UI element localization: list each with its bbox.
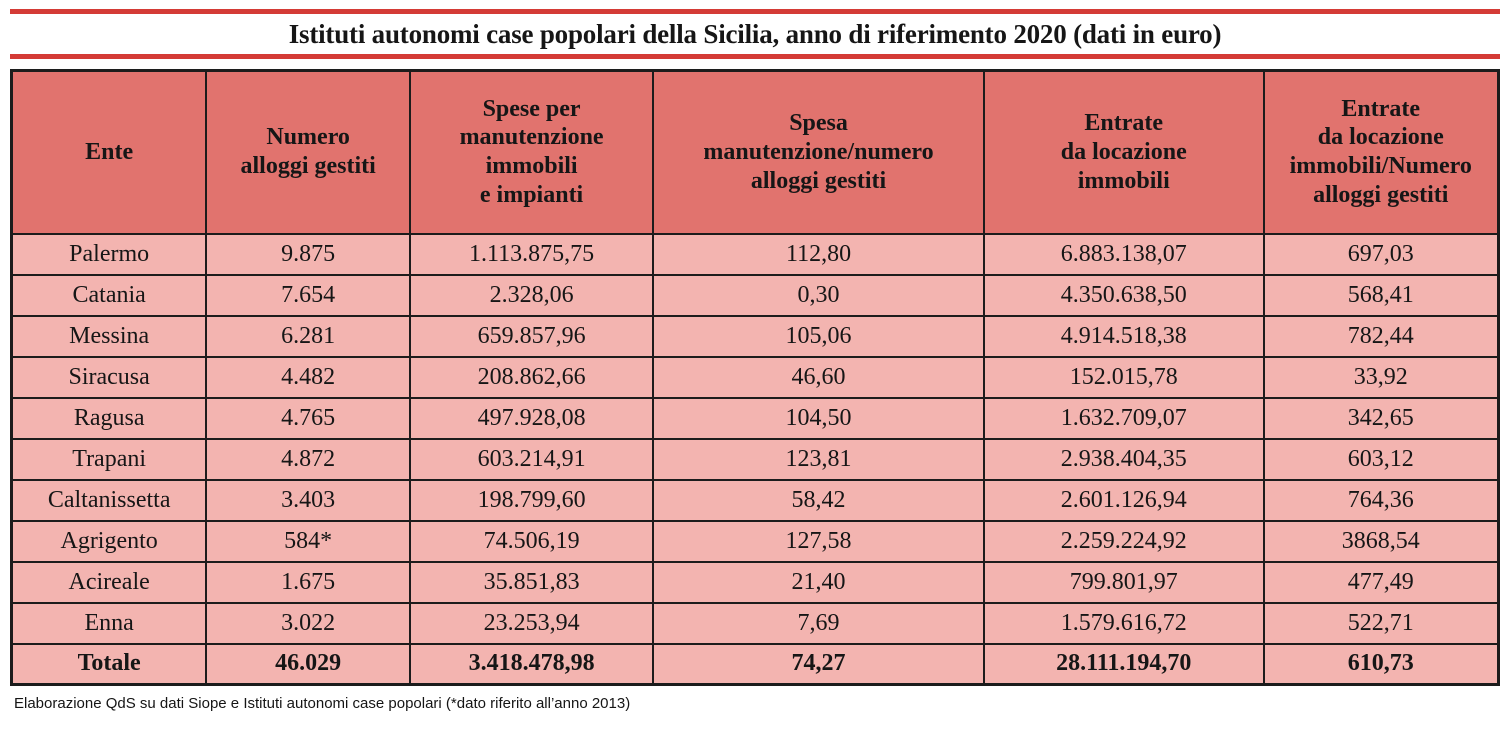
- value-cell: 7,69: [652, 601, 985, 645]
- ente-cell: Totale: [10, 642, 208, 686]
- value-cell: 198.799,60: [409, 478, 655, 522]
- ente-cell: Palermo: [10, 232, 208, 276]
- value-cell: 1.579.616,72: [982, 601, 1265, 645]
- value-cell: 2.328,06: [409, 273, 655, 317]
- title-bottom-red-bar: [10, 54, 1500, 59]
- ente-cell: Messina: [10, 314, 208, 358]
- ente-cell: Siracusa: [10, 355, 208, 399]
- column-header-1: Numero alloggi gestiti: [205, 69, 412, 235]
- ente-cell: Ragusa: [10, 396, 208, 440]
- table-row: Acireale 1.675 35.851,83 21,40 799.801,97 477…: [10, 560, 1500, 604]
- value-cell: 697,03: [1262, 232, 1500, 276]
- value-cell: 21,40: [652, 560, 985, 604]
- value-cell: 4.914.518,38: [982, 314, 1265, 358]
- value-cell: 208.862,66: [409, 355, 655, 399]
- value-cell: 152.015,78: [982, 355, 1265, 399]
- value-cell: 4.350.638,50: [982, 273, 1265, 317]
- value-cell: 2.938.404,35: [982, 437, 1265, 481]
- value-cell: 782,44: [1262, 314, 1500, 358]
- table-row: Palermo 9.875 1.113.875,75 112,80 6.883.138,…: [10, 232, 1500, 276]
- ente-cell: Acireale: [10, 560, 208, 604]
- value-cell: 3.022: [205, 601, 412, 645]
- page: Istituti autonomi case popolari della Si…: [0, 9, 1510, 712]
- value-cell: 112,80: [652, 232, 985, 276]
- ente-cell: Agrigento: [10, 519, 208, 563]
- value-cell: 568,41: [1262, 273, 1500, 317]
- ente-cell: Caltanissetta: [10, 478, 208, 522]
- table-row: Trapani 4.872 603.214,91 123,81 2.938.404,35…: [10, 437, 1500, 481]
- value-cell: 1.675: [205, 560, 412, 604]
- value-cell: 603,12: [1262, 437, 1500, 481]
- value-cell: 3868,54: [1262, 519, 1500, 563]
- table-header: Ente Numero alloggi gestiti Spese per manu…: [10, 69, 1500, 235]
- value-cell: 659.857,96: [409, 314, 655, 358]
- table-row: Ragusa 4.765 497.928,08 104,50 1.632.709,07 3…: [10, 396, 1500, 440]
- page-title: Istituti autonomi case popolari della Si…: [288, 19, 1222, 49]
- table-row: Enna 3.022 23.253,94 7,69 1.579.616,72 522,71: [10, 601, 1500, 645]
- value-cell: 522,71: [1262, 601, 1500, 645]
- table-body: Palermo 9.875 1.113.875,75 112,80 6.883.138,…: [10, 232, 1500, 686]
- table-row: Catania 7.654 2.328,06 0,30 4.350.638,50 568,…: [10, 273, 1500, 317]
- top-red-bar: [10, 9, 1500, 14]
- column-header-3: Spesa manutenzione/numero alloggi gestit…: [652, 69, 985, 235]
- value-cell: 610,73: [1262, 642, 1500, 686]
- value-cell: 584*: [205, 519, 412, 563]
- value-cell: 4.482: [205, 355, 412, 399]
- value-cell: 2.259.224,92: [982, 519, 1265, 563]
- data-table: Ente Numero alloggi gestiti Spese per manu…: [10, 69, 1500, 686]
- table-row: Messina 6.281 659.857,96 105,06 4.914.518,38…: [10, 314, 1500, 358]
- value-cell: 2.601.126,94: [982, 478, 1265, 522]
- value-cell: 74,27: [652, 642, 985, 686]
- table-row: Caltanissetta 3.403 198.799,60 58,42 2.601.1…: [10, 478, 1500, 522]
- value-cell: 58,42: [652, 478, 985, 522]
- value-cell: 477,49: [1262, 560, 1500, 604]
- value-cell: 497.928,08: [409, 396, 655, 440]
- value-cell: 105,06: [652, 314, 985, 358]
- source-footnote: Elaborazione QdS su dati Siope e Istitut…: [14, 695, 631, 712]
- value-cell: 1.632.709,07: [982, 396, 1265, 440]
- value-cell: 6.281: [205, 314, 412, 358]
- value-cell: 3.418.478,98: [409, 642, 655, 686]
- value-cell: 46.029: [205, 642, 412, 686]
- value-cell: 764,36: [1262, 478, 1500, 522]
- value-cell: 104,50: [652, 396, 985, 440]
- value-cell: 0,30: [652, 273, 985, 317]
- table-row: Agrigento 584* 74.506,19 127,58 2.259.224,92…: [10, 519, 1500, 563]
- value-cell: 342,65: [1262, 396, 1500, 440]
- ente-cell: Enna: [10, 601, 208, 645]
- value-cell: 4.765: [205, 396, 412, 440]
- value-cell: 603.214,91: [409, 437, 655, 481]
- value-cell: 74.506,19: [409, 519, 655, 563]
- value-cell: 46,60: [652, 355, 985, 399]
- column-header-0: Ente: [10, 69, 208, 235]
- ente-cell: Trapani: [10, 437, 208, 481]
- column-header-5: Entrate da locazione immobili/Numero all…: [1262, 69, 1500, 235]
- value-cell: 799.801,97: [982, 560, 1265, 604]
- value-cell: 23.253,94: [409, 601, 655, 645]
- value-cell: 4.872: [205, 437, 412, 481]
- value-cell: 9.875: [205, 232, 412, 276]
- value-cell: 127,58: [652, 519, 985, 563]
- header-row: Ente Numero alloggi gestiti Spese per manu…: [10, 69, 1500, 235]
- value-cell: 1.113.875,75: [409, 232, 655, 276]
- value-cell: 123,81: [652, 437, 985, 481]
- value-cell: 28.111.194,70: [982, 642, 1265, 686]
- table-row: Siracusa 4.482 208.862,66 46,60 152.015,78 33…: [10, 355, 1500, 399]
- total-row: Totale 46.029 3.418.478,98 74,27 28.111.194,…: [10, 642, 1500, 686]
- ente-cell: Catania: [10, 273, 208, 317]
- column-header-4: Entrate da locazione immobili: [982, 69, 1265, 235]
- value-cell: 35.851,83: [409, 560, 655, 604]
- value-cell: 33,92: [1262, 355, 1500, 399]
- column-header-2: Spese per manutenzione immobili e impian…: [409, 69, 655, 235]
- value-cell: 3.403: [205, 478, 412, 522]
- value-cell: 7.654: [205, 273, 412, 317]
- value-cell: 6.883.138,07: [982, 232, 1265, 276]
